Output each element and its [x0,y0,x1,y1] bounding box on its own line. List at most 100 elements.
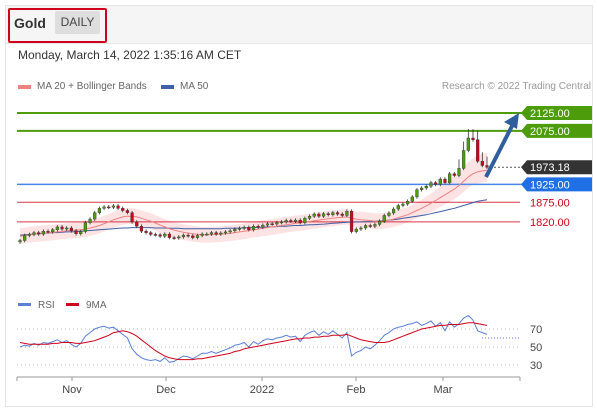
legend-ma20-label: MA 20 + Bollinger Bands [37,81,147,92]
candle-body [93,212,97,220]
ma50-swatch-icon [161,84,174,89]
candle-body [448,173,452,183]
level-label-2125.00: 2125.00 [530,108,570,120]
candle-body [387,212,391,216]
period-button[interactable]: DAILY [55,11,100,34]
candle-body [265,223,270,226]
chart-datetime: Monday, March 14, 2022 1:35:16 AM CET [18,48,242,62]
candle-body [18,240,22,243]
candle-body [79,231,83,234]
candle-body [97,208,101,213]
candle-body [172,237,176,239]
level-tag-2075.00 [521,123,592,138]
level-tag-1925.00 [521,177,592,192]
candle-body [219,232,223,235]
candle-body [382,215,386,222]
candle-body [307,216,312,219]
candle-body [438,178,442,185]
candle-body [261,224,265,228]
candle-body [37,232,41,235]
candle-body [326,213,330,215]
candle-body [233,228,237,232]
candle-body [247,227,251,230]
candle-body [69,227,73,232]
rsi-legend-swatch-icon [18,303,31,306]
candle-body [200,233,204,236]
candle-body [452,173,456,176]
candle-body [107,206,111,209]
candle-body [130,212,134,223]
x-tick-label-Feb: Feb [347,384,366,396]
rsi-line [19,314,488,363]
candle-body [46,231,50,233]
candle-body [457,168,461,176]
candle-body [462,150,466,169]
candle-body [149,232,153,235]
candle-body [345,211,349,216]
candle-body [237,228,242,230]
candle-body [167,233,172,238]
candle-body [420,187,424,190]
x-tick-label-Nov: Nov [62,384,82,396]
candle-body [293,219,298,222]
level-label-1875.00: 1875.00 [530,197,570,209]
candle-body [83,222,87,232]
candle-body [177,236,181,239]
candle-body [74,230,78,234]
candle-body [163,233,167,237]
candle-body [363,225,368,229]
projection-arrow [484,123,515,178]
candle-body [392,208,396,214]
candle-body [406,201,410,205]
candle-body [60,226,64,230]
candle-body [88,218,92,223]
candle-body [242,227,246,229]
rsi-level-label-30: 30 [530,360,542,372]
legend-ma20: MA 20 + Bollinger Bands [18,81,147,92]
candle-body [209,232,214,235]
candle-body [275,222,279,225]
candle-body [312,213,316,217]
rsi-ma-legend-label: 9MA [86,300,107,311]
candles [18,129,489,244]
x-tick-label-2022: 2022 [250,384,274,396]
header-bar: Gold DAILY [6,6,592,44]
candle-body [158,234,162,237]
candle-body [279,221,284,224]
level-label-2075.00: 2075.00 [530,126,570,138]
candle-body [321,213,326,217]
candle-body [354,228,358,232]
copyright-text: Research © 2022 Trading Central [441,81,591,92]
candle-body [303,218,307,223]
rsi-level-label-50: 50 [530,342,542,354]
candle-body [284,220,288,223]
candle-body [349,211,354,232]
candle-body [298,219,302,223]
candle-body [359,227,363,230]
level-label-1925.00: 1925.00 [530,179,570,191]
level-label-1973.18: 1973.18 [530,162,570,174]
legend-ma50: MA 50 [161,81,208,92]
rsi-legend-label: RSI [38,300,55,311]
instrument-highlight [8,8,107,43]
candle-body [139,226,144,232]
candle-body [289,220,293,222]
candle-body [377,221,382,225]
candle-body [205,233,209,236]
candle-body [471,137,475,140]
candle-body [424,186,428,189]
ma20-swatch-icon [18,84,31,89]
projection-arrow-head [504,113,519,129]
candle-body [410,196,414,202]
level-label-1820.00: 1820.00 [530,217,570,229]
candle-body [317,213,321,217]
candle-body [480,161,484,166]
candle-body [116,205,120,209]
candle-body [466,137,470,151]
candle-body [186,234,190,237]
candle-body [270,223,274,225]
candle-body [41,231,45,235]
candle-body [32,232,36,235]
candle-body [228,230,232,233]
